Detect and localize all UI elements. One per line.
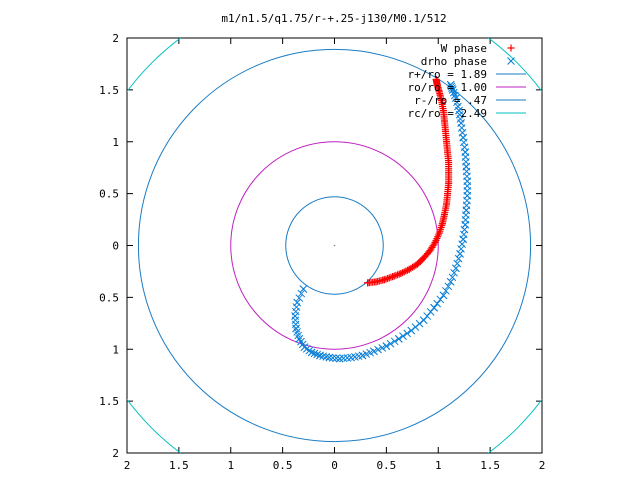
- y-tick-label: 0.5: [99, 188, 119, 201]
- x-tick-label: 2: [539, 459, 546, 472]
- legend-label: drho phase: [421, 55, 487, 68]
- legend-label: rc/ro = 2.49: [408, 107, 487, 120]
- y-tick-label: 1.5: [99, 395, 119, 408]
- data-point-fill: [449, 88, 458, 97]
- series-layer: [127, 38, 542, 453]
- data-point-fill: [403, 329, 411, 338]
- legend-marker: [507, 57, 515, 65]
- data-point-fill: [389, 273, 397, 281]
- data-point-fill: [316, 351, 324, 360]
- data-point-fill: [319, 352, 327, 361]
- data-point-fill: [332, 354, 341, 363]
- data-point-fill: [382, 342, 391, 350]
- origin-dot: [333, 244, 336, 247]
- legend-marker: [507, 44, 515, 52]
- data-point-fill: [295, 294, 304, 302]
- data-point-fill: [433, 299, 442, 308]
- data-point-fill: [397, 270, 405, 278]
- data-point-fill: [378, 344, 387, 352]
- x-tick-label: 0: [331, 459, 338, 472]
- y-tick-label: 0.5: [99, 291, 119, 304]
- x-tick-label: 0.5: [376, 459, 396, 472]
- y-tick-label: 1: [112, 136, 119, 149]
- x-tick-label: 1: [227, 459, 234, 472]
- data-point-fill: [387, 273, 395, 281]
- data-point-fill: [385, 274, 393, 282]
- data-point-fill: [313, 350, 322, 359]
- radius-circle: [230, 141, 439, 350]
- data-point-fill: [439, 291, 448, 300]
- data-point-fill: [325, 353, 334, 362]
- data-point-fill: [400, 268, 408, 276]
- data-point-fill: [444, 282, 453, 291]
- x-tick-label: 2: [124, 459, 131, 472]
- data-point-fill: [339, 354, 348, 363]
- data-point-fill: [399, 332, 407, 340]
- data-point-fill: [390, 272, 398, 280]
- legend-label: r-/ro = .47: [414, 94, 487, 107]
- y-tick-label: 2: [112, 32, 119, 45]
- data-point-fill: [446, 80, 455, 89]
- data-point-fill: [394, 271, 402, 279]
- chart-title: m1/n1.5/q1.75/r-+.25-j130/M0.1/512: [221, 12, 446, 25]
- data-point-fill: [448, 273, 457, 282]
- x-tick-label: 0.5: [273, 459, 293, 472]
- legend-label: r+/ro = 1.89: [408, 68, 487, 81]
- data-point-fill: [386, 339, 395, 348]
- data-point-fill: [452, 264, 460, 273]
- radius-circle: [127, 38, 542, 453]
- data-point-fill: [394, 335, 403, 343]
- data-point-fill: [432, 76, 440, 83]
- data-point-fill: [392, 271, 400, 279]
- radius-circle: [137, 48, 532, 443]
- data-point-fill: [458, 240, 466, 248]
- x-tick-label: 1: [435, 459, 442, 472]
- data-point-fill: [382, 275, 390, 283]
- data-point-fill: [456, 249, 464, 258]
- data-point-fill: [370, 347, 378, 356]
- data-point-fill: [310, 349, 319, 358]
- data-point-fill: [328, 354, 337, 362]
- legend-label: W phase: [441, 42, 487, 55]
- series-points: [364, 76, 453, 287]
- legend-label: ro/ro = 1.00: [408, 81, 487, 94]
- data-point-fill: [343, 354, 352, 362]
- x-tick-label: 1.5: [480, 459, 500, 472]
- data-point-fill: [454, 254, 463, 263]
- x-tick-label: 1.5: [169, 459, 189, 472]
- data-point-fill: [322, 353, 331, 361]
- data-point-fill: [442, 286, 450, 295]
- data-point-fill: [395, 270, 403, 278]
- data-point-fill: [374, 345, 382, 354]
- y-tick-label: 2: [112, 447, 119, 460]
- data-point-fill: [450, 268, 459, 277]
- data-point-fill: [430, 303, 438, 312]
- data-point-fill: [307, 348, 316, 357]
- data-point-fill: [436, 295, 445, 304]
- data-point-fill: [390, 337, 399, 346]
- data-point-fill: [399, 269, 407, 277]
- data-point-fill: [446, 277, 455, 286]
- data-point-fill: [447, 82, 456, 91]
- data-point-fill: [457, 245, 465, 253]
- y-tick-label: 0: [112, 240, 119, 253]
- radius-circle: [285, 196, 384, 295]
- data-point-fill: [384, 274, 392, 282]
- series-points: [291, 80, 472, 363]
- data-point-fill: [297, 289, 306, 298]
- y-tick-label: 1.5: [99, 84, 119, 97]
- data-point-fill: [450, 91, 459, 100]
- data-point-fill: [430, 240, 438, 248]
- data-point-fill: [402, 267, 410, 275]
- data-point-fill: [299, 285, 308, 293]
- y-tick-label: 1: [112, 343, 119, 356]
- data-point-fill: [380, 276, 388, 284]
- data-point-fill: [453, 259, 462, 268]
- data-point-fill: [452, 94, 460, 103]
